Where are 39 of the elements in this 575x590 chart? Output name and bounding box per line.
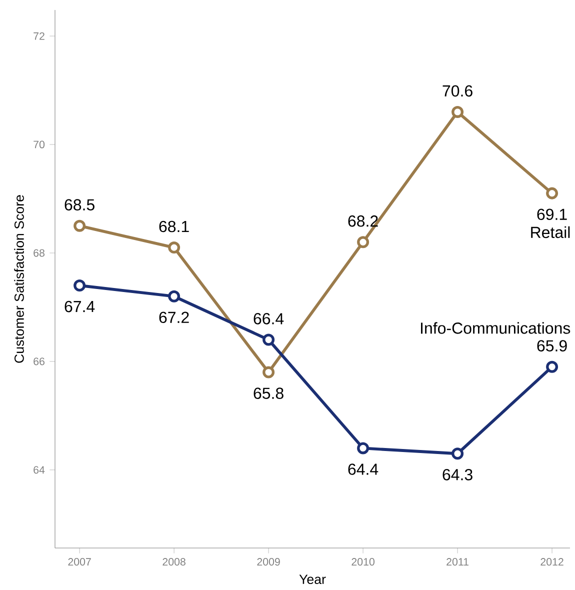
point — [546, 360, 558, 373]
x-tick-label: 2011 — [446, 558, 468, 566]
point — [168, 242, 180, 254]
point — [262, 366, 275, 378]
data-label: 64.4 — [348, 464, 378, 475]
y-axis-title: Customer Satisfaction Score — [14, 195, 24, 363]
point — [262, 334, 275, 346]
y-tick-label: 70 — [34, 140, 45, 148]
x-tick-label: 2010 — [352, 558, 374, 566]
point — [168, 290, 180, 302]
point — [357, 442, 370, 454]
point — [452, 448, 464, 460]
text: Info-Communications — [421, 322, 570, 334]
y-tick-label: 72 — [34, 32, 44, 40]
data-label: 65.8 — [254, 388, 284, 399]
point — [74, 280, 86, 292]
point — [74, 220, 86, 232]
data-label: 69.1 — [537, 208, 567, 220]
data-label: 68.2 — [348, 215, 378, 227]
data-label: 64.3 — [442, 469, 472, 480]
y-tick-label: 64 — [34, 466, 45, 474]
point — [452, 106, 464, 118]
x-tick-label: 2009 — [257, 558, 280, 566]
data-label: 68.5 — [64, 199, 94, 210]
x-tick-label: 2008 — [162, 558, 186, 566]
y-tick-label: 68 — [34, 249, 44, 257]
data-label: 66.4 — [254, 313, 284, 324]
text: Retail — [531, 226, 570, 238]
data-label: 70.6 — [442, 85, 472, 97]
x-tick-label: 2007 — [68, 558, 91, 566]
x-axis-title: Year — [299, 574, 326, 584]
x-tick-label: 2012 — [540, 558, 564, 566]
data-label: 67.4 — [64, 300, 95, 312]
y-tick-label: 66 — [34, 358, 44, 366]
data-label: 68.1 — [159, 220, 189, 232]
point — [546, 187, 558, 200]
point — [357, 236, 370, 248]
data-label: 67.2 — [159, 312, 189, 324]
data-label: 65.9 — [537, 340, 567, 352]
